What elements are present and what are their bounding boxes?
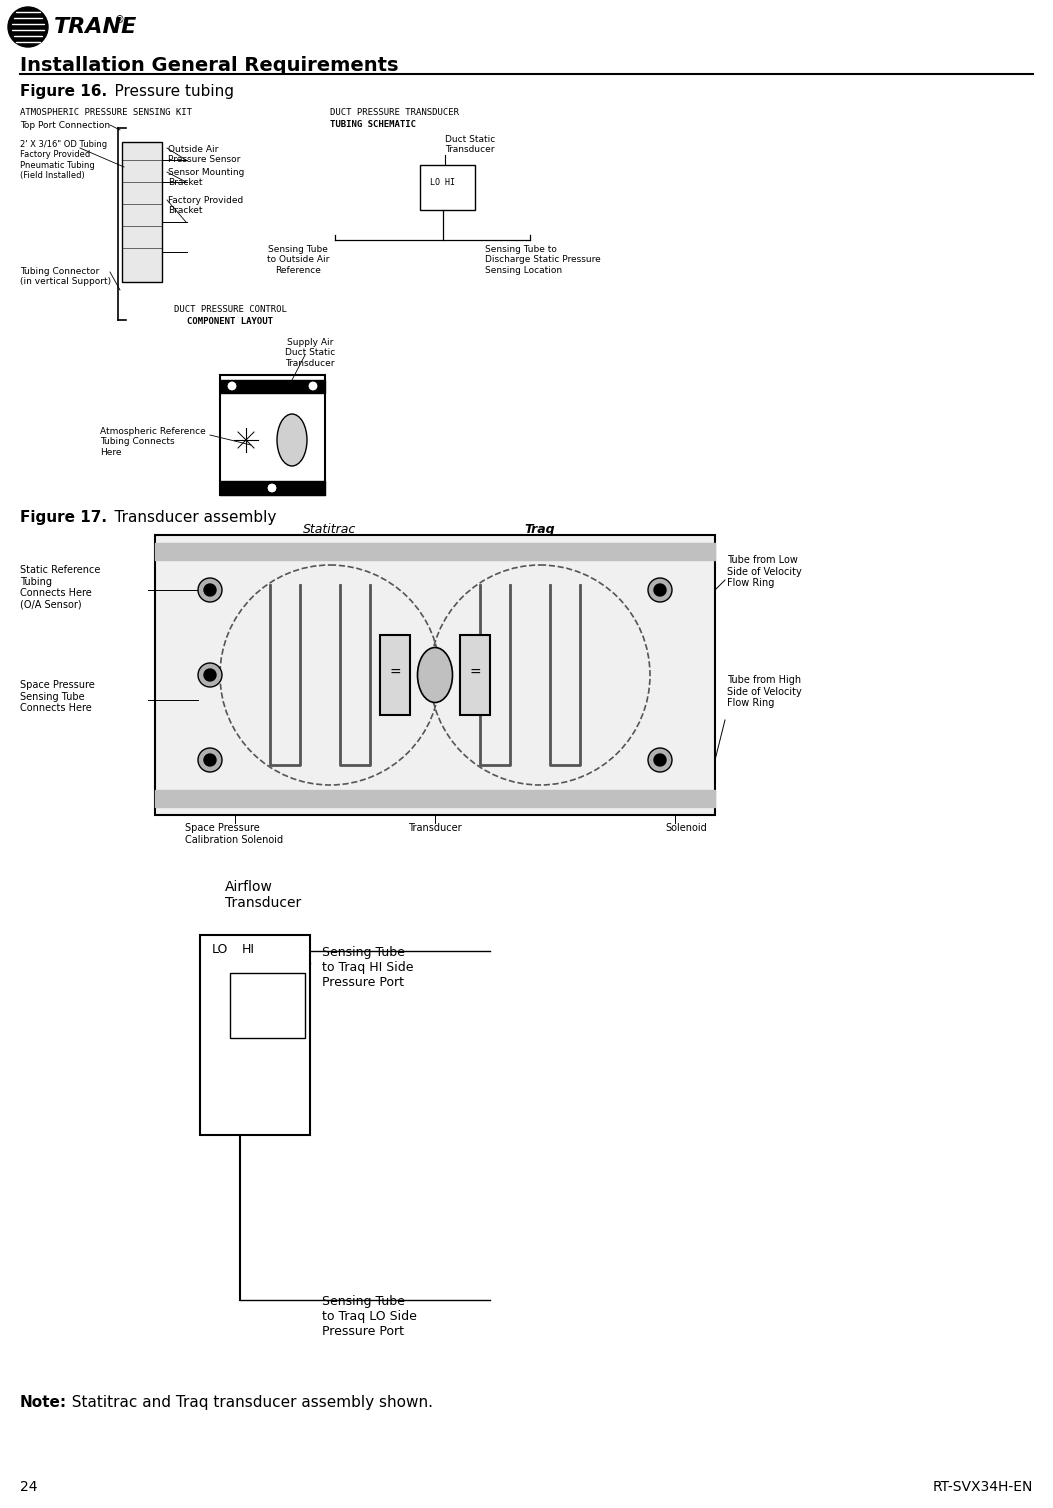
Text: =: =	[470, 667, 481, 680]
Text: Statitrac and Traq transducer assembly shown.: Statitrac and Traq transducer assembly s…	[62, 1395, 433, 1410]
Bar	[200, 935, 310, 1136]
Circle shape	[307, 382, 318, 391]
Text: Space Pressure
Calibration Solenoid: Space Pressure Calibration Solenoid	[185, 823, 283, 844]
Circle shape	[198, 664, 222, 688]
Text: Top Port Connection: Top Port Connection	[20, 121, 111, 130]
Text: Tube from Low
Side of Velocity
Flow Ring: Tube from Low Side of Velocity Flow Ring	[727, 555, 801, 588]
Circle shape	[227, 382, 237, 391]
Bar	[122, 142, 162, 282]
Text: Sensing Tube
to Traq LO Side
Pressure Port: Sensing Tube to Traq LO Side Pressure Po…	[322, 1295, 417, 1338]
Bar	[230, 973, 305, 1038]
Bar	[155, 535, 715, 814]
Text: Traq: Traq	[524, 523, 555, 535]
Text: Transducer assembly: Transducer assembly	[95, 510, 276, 525]
Text: Solenoid: Solenoid	[665, 823, 707, 832]
Circle shape	[204, 754, 216, 766]
Text: Statitrac: Statitrac	[303, 523, 357, 535]
Circle shape	[204, 670, 216, 682]
Text: Sensing Tube to
Discharge Static Pressure
Sensing Location: Sensing Tube to Discharge Static Pressur…	[485, 244, 601, 274]
Text: NC: NC	[250, 1010, 269, 1024]
Bar	[220, 375, 325, 495]
Text: Duct Static
Transducer: Duct Static Transducer	[445, 136, 495, 154]
Text: TRANE: TRANE	[54, 17, 137, 38]
Text: Tube from High
Side of Velocity
Flow Ring: Tube from High Side of Velocity Flow Rin…	[727, 676, 801, 709]
Text: RT-SVX34H-EN: RT-SVX34H-EN	[933, 1479, 1033, 1494]
Circle shape	[654, 754, 665, 766]
Text: NO: NO	[270, 979, 290, 992]
Text: Sensing Tube
to Traq HI Side
Pressure Port: Sensing Tube to Traq HI Side Pressure Po…	[322, 946, 414, 989]
Circle shape	[204, 584, 216, 596]
Circle shape	[198, 578, 222, 602]
Text: LO HI: LO HI	[431, 178, 456, 187]
Text: Factory Provided
Bracket: Factory Provided Bracket	[168, 196, 243, 216]
Circle shape	[198, 748, 222, 772]
Text: Sensor Mounting
Bracket: Sensor Mounting Bracket	[168, 167, 244, 187]
Bar	[460, 635, 490, 715]
Text: Space Pressure
Sensing Tube
Connects Here: Space Pressure Sensing Tube Connects Her…	[20, 680, 95, 713]
Text: Pressure tubing: Pressure tubing	[95, 84, 234, 100]
Text: C: C	[238, 979, 246, 992]
Circle shape	[267, 483, 277, 493]
Ellipse shape	[417, 647, 453, 703]
Circle shape	[654, 584, 665, 596]
Text: DUCT PRESSURE CONTROL: DUCT PRESSURE CONTROL	[174, 305, 286, 314]
Text: Installation General Requirements: Installation General Requirements	[20, 56, 398, 75]
Text: ®: ®	[115, 15, 124, 26]
Text: 2' X 3/16" OD Tubing
Factory Provided
Pneumatic Tubing
(Field Installed): 2' X 3/16" OD Tubing Factory Provided Pn…	[20, 140, 107, 179]
Text: HI: HI	[242, 942, 255, 956]
Text: TUBING SCHEMATIC: TUBING SCHEMATIC	[330, 121, 416, 130]
Text: Atmospheric Reference
Tubing Connects
Here: Atmospheric Reference Tubing Connects He…	[100, 427, 205, 457]
Bar	[380, 635, 410, 715]
Text: Airflow
Transducer: Airflow Transducer	[225, 881, 301, 911]
Text: Note:: Note:	[20, 1395, 67, 1410]
Text: =: =	[390, 667, 401, 680]
Circle shape	[648, 748, 672, 772]
Text: Sensing Tube
to Outside Air
Reference: Sensing Tube to Outside Air Reference	[266, 244, 330, 274]
Circle shape	[648, 578, 672, 602]
Bar	[420, 164, 475, 210]
Text: ATMOSPHERIC PRESSURE SENSING KIT: ATMOSPHERIC PRESSURE SENSING KIT	[20, 109, 192, 118]
Text: Transducer: Transducer	[409, 823, 462, 832]
Text: DUCT PRESSURE TRANSDUCER: DUCT PRESSURE TRANSDUCER	[330, 109, 459, 118]
Text: Static Reference
Tubing
Connects Here
(O/A Sensor): Static Reference Tubing Connects Here (O…	[20, 566, 100, 609]
Text: Figure 16.: Figure 16.	[20, 84, 107, 100]
Text: Outside Air
Pressure Sensor: Outside Air Pressure Sensor	[168, 145, 240, 164]
Text: Tubing Connector
(in vertical Support): Tubing Connector (in vertical Support)	[20, 267, 112, 287]
Text: Figure 17.: Figure 17.	[20, 510, 107, 525]
Text: COMPONENT LAYOUT: COMPONENT LAYOUT	[187, 317, 273, 326]
Text: 24: 24	[20, 1479, 38, 1494]
Circle shape	[8, 8, 48, 47]
Text: Supply Air
Duct Static
Transducer: Supply Air Duct Static Transducer	[285, 338, 335, 368]
Text: LO: LO	[212, 942, 229, 956]
Ellipse shape	[277, 415, 307, 466]
